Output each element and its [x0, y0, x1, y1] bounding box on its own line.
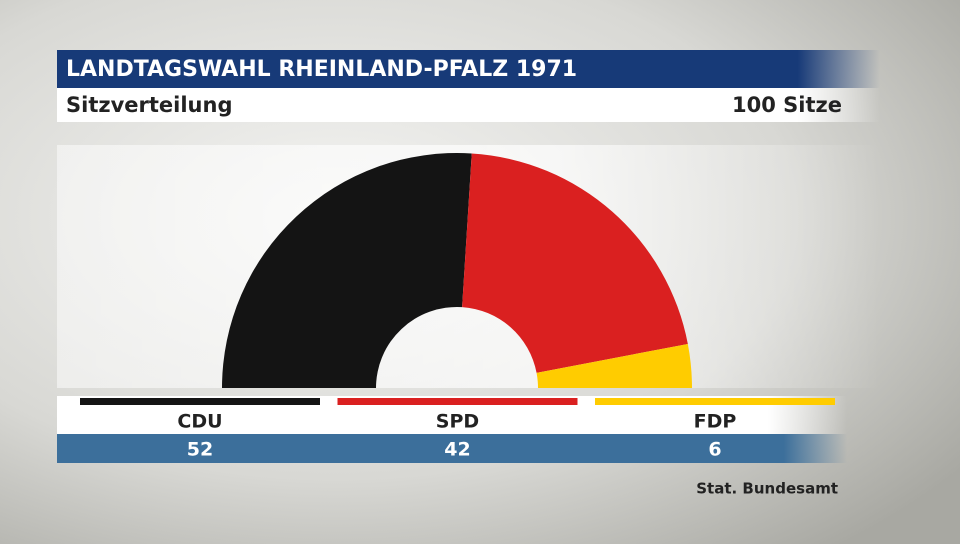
title-bar — [57, 50, 880, 88]
legend-swatch — [595, 398, 835, 405]
seat-segment — [222, 152, 472, 388]
chart-title: LANDTAGSWAHL RHEINLAND-PFALZ 1971 — [66, 57, 577, 82]
seat-segment — [462, 153, 688, 373]
value-label: 42 — [444, 439, 470, 461]
value-bar — [57, 434, 847, 463]
total-seats: 100 Sitze — [732, 93, 842, 117]
seat-segment — [536, 343, 692, 388]
legend-label: CDU — [177, 411, 222, 433]
legend-swatch — [337, 398, 578, 405]
subtitle-bar — [57, 88, 880, 122]
chart-subtitle: Sitzverteilung — [66, 93, 232, 117]
value-label: 52 — [187, 439, 213, 461]
value-label: 6 — [708, 439, 721, 461]
legend-label: SPD — [436, 411, 479, 433]
source: Stat. Bundesamt — [696, 480, 838, 498]
legend-label: FDP — [694, 411, 737, 433]
legend-swatch — [80, 398, 320, 405]
